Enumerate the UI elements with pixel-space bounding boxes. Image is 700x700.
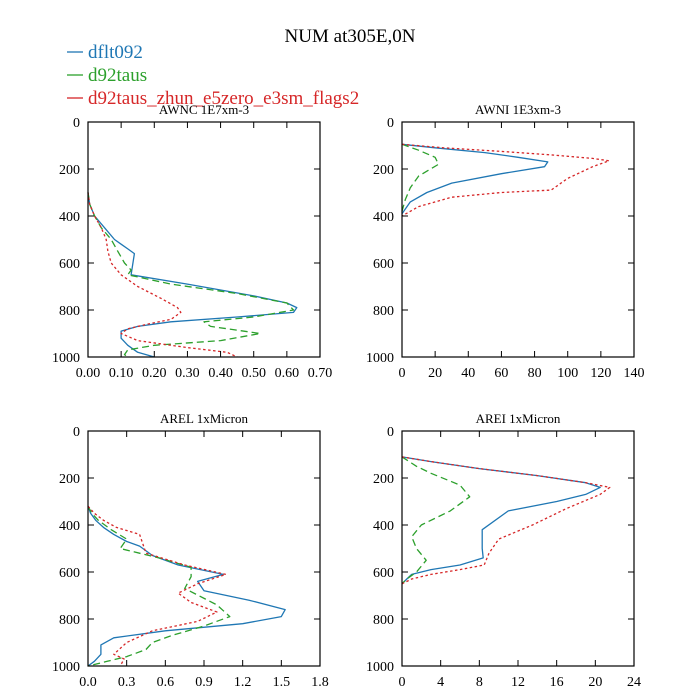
axes-frame-0 [87, 121, 321, 358]
x-tick-label-0-5: 0.50 [241, 366, 266, 381]
chart-panel-2: AREL 1xMicron 0.0 0.3 0.6 0.9 1.2 1.5 1.8 0 200 40… [52, 411, 329, 690]
series-line-2-1 [87, 505, 231, 667]
panel-title-2: AREL 1xMicron [160, 411, 248, 426]
y-tick-label-3-0: 0 [387, 425, 394, 440]
y-tick-label-2-1: 200 [59, 472, 80, 487]
figure-title: NUM at305E,0N [285, 26, 416, 47]
x-tick-label-1-3: 60 [494, 366, 508, 381]
y-tick-label-0-1: 200 [59, 163, 80, 178]
series-line-3-1 [401, 456, 471, 585]
x-tick-label-2-6: 1.8 [311, 675, 329, 690]
y-tick-label-1-1: 200 [373, 163, 394, 178]
chart-panel-3: AREI 1xMicron 0 4 8 12 16 20 24 0 200 400 600 800 100… [366, 411, 641, 690]
series-line-2-2 [87, 505, 227, 667]
y-tick-label-0-4: 800 [59, 304, 80, 319]
y-tick-label-2-5: 1000 [52, 660, 80, 675]
x-tick-label-2-3: 0.9 [195, 675, 213, 690]
y-tick-label-2-3: 600 [59, 566, 80, 581]
y-tick-label-1-0: 0 [387, 116, 394, 131]
x-tick-label-1-0: 0 [399, 366, 406, 381]
x-tick-label-0-3: 0.30 [175, 366, 200, 381]
x-tick-label-2-1: 0.3 [118, 675, 136, 690]
y-tick-label-0-0: 0 [73, 116, 80, 131]
x-tick-label-3-3: 12 [511, 675, 525, 690]
legend-label-2: d92taus_zhun_e5zero_e3sm_flags2 [88, 88, 359, 109]
series-line-1-0 [401, 143, 549, 215]
x-tick-label-0-1: 0.10 [109, 366, 134, 381]
axes-frame-1 [401, 121, 635, 358]
y-tick-label-3-1: 200 [373, 472, 394, 487]
series-line-0-0 [87, 192, 298, 358]
panels: AWNC 1E7xm-30.00 0.10 0.20 0.30 0.40 0.50 0.60… [52, 102, 645, 690]
x-tick-label-2-4: 1.2 [234, 675, 252, 690]
x-tick-label-1-2: 40 [461, 366, 475, 381]
legend-label-1: d92taus [88, 65, 147, 86]
series-line-0-1 [87, 192, 295, 358]
x-tick-label-1-7: 140 [624, 366, 645, 381]
y-tick-label-3-5: 1000 [366, 660, 394, 675]
x-tick-label-1-5: 100 [557, 366, 578, 381]
x-tick-label-2-2: 0.6 [157, 675, 175, 690]
y-tick-label-1-5: 1000 [366, 351, 394, 366]
y-tick-label-3-2: 400 [373, 519, 394, 534]
y-tick-label-1-3: 600 [373, 257, 394, 272]
y-tick-label-3-4: 800 [373, 613, 394, 628]
y-tick-label-2-4: 800 [59, 613, 80, 628]
panel-title-0: AWNC 1E7xm-3 [159, 102, 249, 117]
panel-title-1: AWNI 1E3xm-3 [475, 102, 561, 117]
legend: dflt092d92tausd92taus_zhun_e5zero_e3sm_f… [67, 42, 359, 109]
series-line-0-2 [87, 192, 238, 358]
y-tick-label-0-5: 1000 [52, 351, 80, 366]
axes-frame-2 [87, 430, 321, 667]
x-tick-label-2-5: 1.5 [273, 675, 291, 690]
y-tick-label-0-2: 400 [59, 210, 80, 225]
y-tick-label-3-3: 600 [373, 566, 394, 581]
y-tick-label-0-3: 600 [59, 257, 80, 272]
x-tick-label-1-1: 20 [428, 366, 442, 381]
y-tick-label-1-4: 800 [373, 304, 394, 319]
x-tick-label-1-4: 80 [528, 366, 542, 381]
series-line-1-2 [401, 143, 610, 217]
legend-label-0: dflt092 [88, 42, 143, 63]
series-line-3-2 [401, 456, 611, 585]
x-tick-label-3-0: 0 [399, 675, 406, 690]
x-tick-label-1-6: 120 [590, 366, 611, 381]
x-tick-label-0-6: 0.60 [275, 366, 300, 381]
chart-panel-0: AWNC 1E7xm-3 0.00 0.10 0.20 0.30 0.40 0.50 0.60… [52, 102, 332, 381]
series-line-2-0 [87, 505, 286, 667]
y-tick-label-2-2: 400 [59, 519, 80, 534]
x-tick-label-2-0: 0.0 [79, 675, 97, 690]
x-tick-label-3-1: 4 [437, 675, 444, 690]
x-tick-label-3-6: 24 [627, 675, 641, 690]
x-tick-label-3-2: 8 [476, 675, 483, 690]
series-line-1-1 [401, 143, 440, 212]
chart-panel-1: AWNI 1E3xm-3 0 20 40 60 80 100 120 140 0 200 400 600… [366, 102, 645, 381]
y-tick-label-2-0: 0 [73, 425, 80, 440]
panel-title-3: AREI 1xMicron [476, 411, 561, 426]
y-tick-label-1-2: 400 [373, 210, 394, 225]
x-tick-label-3-4: 16 [550, 675, 564, 690]
x-tick-label-0-7: 0.70 [308, 366, 333, 381]
x-tick-label-0-4: 0.40 [208, 366, 233, 381]
axes-frame-3 [401, 430, 635, 667]
x-tick-label-0-2: 0.20 [142, 366, 167, 381]
x-tick-label-3-5: 20 [588, 675, 602, 690]
x-tick-label-0-0: 0.00 [76, 366, 101, 381]
